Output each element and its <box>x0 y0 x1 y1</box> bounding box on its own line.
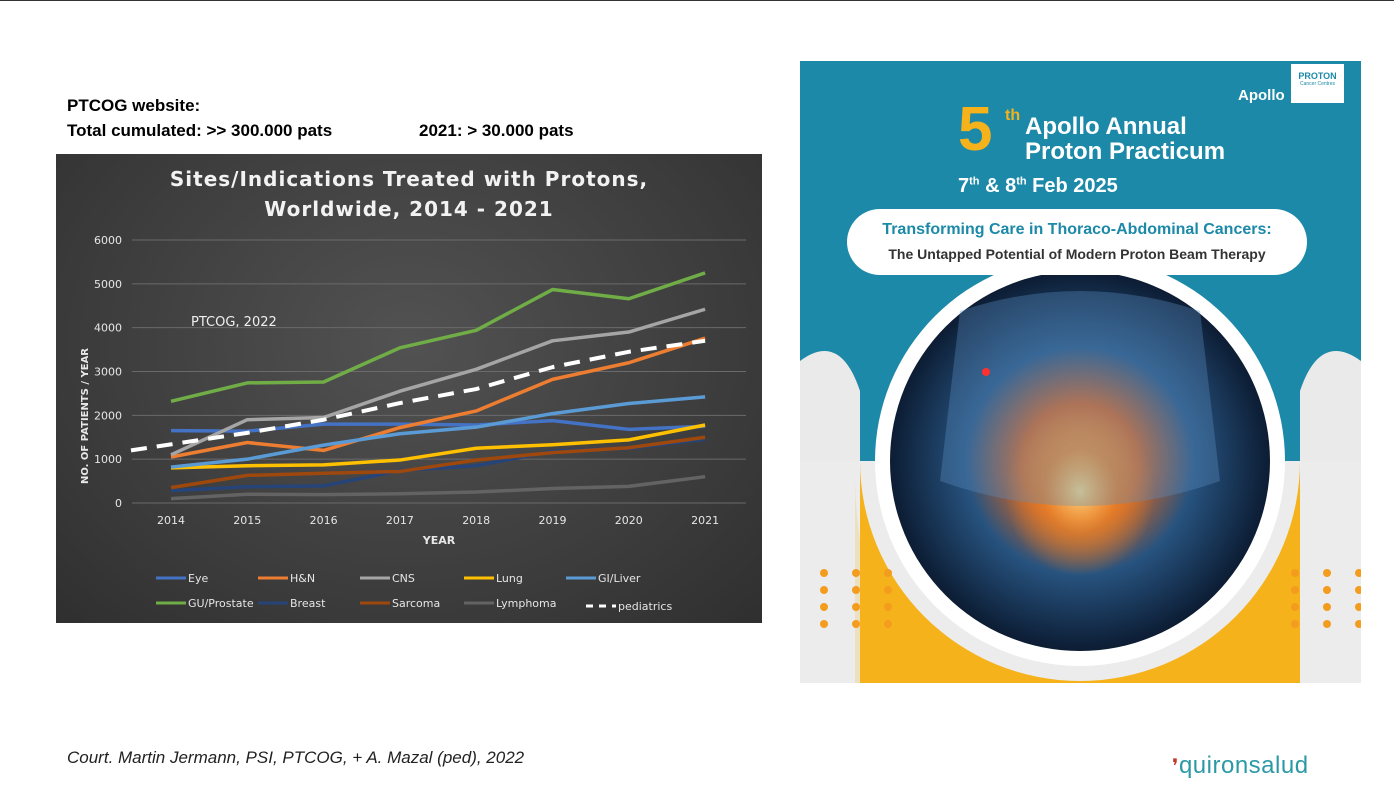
total-cumulated-text: Total cumulated: >> 300.000 pats <box>67 121 333 140</box>
decor-dot <box>852 586 860 594</box>
banner-line1: Transforming Care in Thoraco-Abdominal C… <box>882 221 1272 238</box>
chart-annotation: PTCOG, 2022 <box>191 315 277 330</box>
decor-dot <box>1291 603 1299 611</box>
x-tick-label: 2016 <box>310 514 338 527</box>
edition-suffix: th <box>1005 107 1021 124</box>
decor-dot <box>1323 620 1331 628</box>
y-axis-label: NO. OF PATIENTS / YEAR <box>80 348 91 484</box>
x-tick-label: 2019 <box>539 514 567 527</box>
apollo-poster: Apollo PROTON Cancer Centres 5 th Apollo… <box>800 61 1361 683</box>
apollo-logo: Apollo <box>1238 69 1285 104</box>
series-line-pediatrics <box>130 338 706 453</box>
x-axis-label: YEAR <box>422 534 456 547</box>
y-tick-label: 6000 <box>94 234 122 247</box>
proton-centres-logo: PROTON Cancer Centres <box>1291 64 1344 103</box>
x-tick-label: 2020 <box>615 514 643 527</box>
decor-dot <box>820 569 828 577</box>
series-line-lymphoma <box>170 474 706 501</box>
legend-label: Lymphoma <box>496 597 556 610</box>
decor-dot <box>1355 569 1361 577</box>
y-tick-label: 1000 <box>94 453 122 466</box>
series-line-gu-prostate <box>170 271 706 404</box>
decor-dot <box>884 620 892 628</box>
date-month: Feb 2025 <box>1026 175 1118 197</box>
decor-dot <box>1323 586 1331 594</box>
decor-dot <box>852 569 860 577</box>
y-tick-label: 3000 <box>94 366 122 379</box>
decor-dot <box>1355 603 1361 611</box>
line-chart: Sites/Indications Treated with Protons, … <box>56 154 762 623</box>
decor-dot <box>884 603 892 611</box>
y-tick-label: 5000 <box>94 278 122 291</box>
decor-dot <box>820 603 828 611</box>
y-tick-label: 2000 <box>94 409 122 422</box>
legend-label: H&N <box>290 572 315 585</box>
poster-title-line1: Apollo Annual <box>1025 113 1187 140</box>
decor-dot <box>1323 603 1331 611</box>
legend-label: Breast <box>290 597 326 610</box>
decor-dot <box>1355 620 1361 628</box>
decor-dot <box>1355 586 1361 594</box>
proton-logo-line1: PROTON <box>1298 71 1337 81</box>
x-tick-label: 2015 <box>233 514 261 527</box>
credit-text: Court. Martin Jermann, PSI, PTCOG, + A. … <box>67 748 525 767</box>
decor-dot <box>1323 569 1331 577</box>
legend-label: Sarcoma <box>392 597 440 610</box>
date-day-a: 7 <box>958 175 970 197</box>
decor-dot <box>820 586 828 594</box>
x-tick-label: 2018 <box>462 514 490 527</box>
decor-dot <box>1291 620 1299 628</box>
ptcog-website-label: PTCOG website: <box>67 96 201 115</box>
decor-dot <box>1291 586 1299 594</box>
legend-label: GI/Liver <box>598 572 641 585</box>
chart-canvas: Sites/Indications Treated with Protons, … <box>80 167 746 613</box>
series-line-cns <box>170 307 706 457</box>
legend-label: CNS <box>392 572 415 585</box>
x-tick-label: 2021 <box>691 514 719 527</box>
legend-label: GU/Prostate <box>188 597 254 610</box>
decor-dot <box>852 620 860 628</box>
legend-label: Eye <box>188 572 208 585</box>
series-line-h-n <box>170 336 706 459</box>
y-tick-label: 0 <box>115 497 122 510</box>
decor-dot <box>884 569 892 577</box>
decor-dot <box>1291 569 1299 577</box>
legend-label: Lung <box>496 572 523 585</box>
date-sup-a: th <box>969 175 980 188</box>
decor-dot <box>884 586 892 594</box>
series-line-gi-liver <box>170 395 706 469</box>
quironsalud-leaf-icon: ❜ <box>1172 756 1179 778</box>
legend-label: pediatrics <box>618 600 672 613</box>
top-border-line <box>0 0 1394 1</box>
date-sup-b: th <box>1016 175 1027 188</box>
poster-title-line2: Proton Practicum <box>1025 138 1226 165</box>
decor-dot <box>852 603 860 611</box>
apollo-logo-text: Apollo <box>1238 87 1285 104</box>
date-day-b: & 8 <box>979 175 1017 197</box>
year-2021-text: 2021: > 30.000 pats <box>419 121 574 140</box>
quironsalud-logo: ❜quironsalud <box>1172 752 1309 780</box>
x-tick-label: 2017 <box>386 514 414 527</box>
poster-date: 7th & 8th Feb 2025 <box>958 175 1118 198</box>
banner-line2: The Untapped Potential of Modern Proton … <box>888 246 1266 262</box>
quironsalud-logo-text: quironsalud <box>1178 752 1309 779</box>
subtitle-banner: Transforming Care in Thoraco-Abdominal C… <box>847 209 1307 275</box>
proton-logo-line2: Cancer Centres <box>1299 81 1335 87</box>
chart-title-line1: Sites/Indications Treated with Protons, <box>170 167 648 191</box>
edition-number: 5 <box>958 95 993 164</box>
decor-dot <box>820 620 828 628</box>
series-line-sarcoma <box>170 435 706 490</box>
y-tick-label: 4000 <box>94 322 122 335</box>
chart-title-line2: Worldwide, 2014 - 2021 <box>264 197 553 221</box>
poster-graphic <box>800 61 1361 683</box>
series-line-lung <box>170 423 706 470</box>
x-tick-label: 2014 <box>157 514 185 527</box>
